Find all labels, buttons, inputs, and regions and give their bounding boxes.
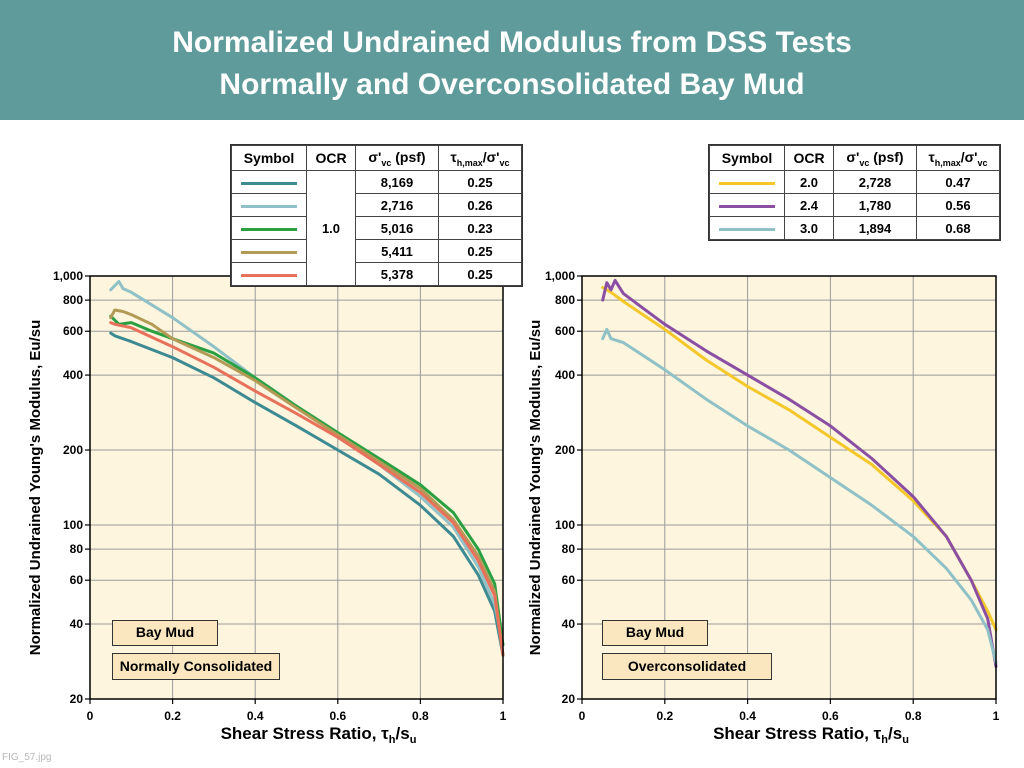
y-axis-label: Normalized Undrained Young's Modulus, Eu… — [27, 320, 44, 656]
x-tick-label: 0.2 — [164, 709, 181, 723]
legend-ocr: 3.0 — [784, 216, 834, 240]
legend-sigma: 8,169 — [355, 170, 439, 194]
legend-tau: 0.23 — [438, 216, 522, 240]
x-tick-label: 0 — [579, 709, 586, 723]
y-tick-label: 800 — [63, 293, 83, 307]
legend-header-sigma: σ'vc (psf) — [355, 145, 439, 171]
series-line-5 — [109, 321, 505, 657]
legend-sigma: 1,780 — [833, 193, 917, 217]
y-tick-label: 600 — [555, 324, 575, 338]
legend-swatch — [709, 216, 785, 240]
legend-header-tau: τh,max/σ'vc — [438, 145, 522, 171]
page-title-line2: Normally and Overconsolidated Bay Mud — [219, 68, 805, 101]
y-tick-label: 200 — [63, 443, 83, 457]
y-tick-label: 400 — [555, 368, 575, 382]
note-normally-consolidated: Normally Consolidated — [112, 653, 280, 680]
y-tick-label: 400 — [63, 368, 83, 382]
series-line-2 — [601, 278, 998, 669]
legend-swatch — [709, 170, 785, 194]
legend-tau: 0.56 — [916, 193, 1000, 217]
y-tick-label: 1,000 — [545, 269, 575, 283]
y-tick-label: 100 — [555, 518, 575, 532]
legend-sigma: 1,894 — [833, 216, 917, 240]
legend-tau: 0.25 — [438, 239, 522, 263]
y-axis-label: Normalized Undrained Young's Modulus, Eu… — [527, 320, 544, 656]
legend-swatch — [231, 239, 307, 263]
legend-swatch-yellow — [719, 181, 775, 185]
x-tick-label: 0.6 — [329, 709, 346, 723]
legend-table-overconsolidated: Symbol OCR σ'vc (psf) τh,max/σ'vc 2.0 2,… — [708, 144, 1001, 241]
legend-header-symbol: Symbol — [709, 145, 785, 171]
legend-swatch — [231, 193, 307, 217]
x-tick-label: 0.2 — [656, 709, 673, 723]
y-tick-label: 20 — [70, 692, 84, 706]
file-label: FIG_57.jpg — [2, 752, 52, 763]
legend-swatch-tan — [241, 250, 297, 254]
y-tick-label: 100 — [63, 518, 83, 532]
legend-ocr-shared: 1.0 — [306, 170, 356, 286]
legend-header-sigma: σ'vc (psf) — [833, 145, 917, 171]
legend-tau: 0.47 — [916, 170, 1000, 194]
legend-swatch — [231, 262, 307, 286]
legend-table-normally-consolidated: Symbol OCR σ'vc (psf) τh,max/σ'vc 1.0 8,… — [230, 144, 523, 287]
legend-header-ocr: OCR — [784, 145, 834, 171]
x-tick-label: 0 — [87, 709, 94, 723]
legend-swatch-light-blue — [719, 227, 775, 231]
legend-header-ocr: OCR — [306, 145, 356, 171]
legend-swatch-purple — [719, 204, 775, 208]
legend-sigma: 5,016 — [355, 216, 439, 240]
legend-tau: 0.25 — [438, 170, 522, 194]
y-tick-label: 40 — [70, 617, 84, 631]
legend-tau: 0.26 — [438, 193, 522, 217]
plot-frame — [581, 275, 997, 700]
legend-swatch-teal — [241, 181, 297, 185]
y-tick-label: 1,000 — [53, 269, 83, 283]
y-tick-label: 60 — [70, 573, 84, 587]
legend-ocr: 2.4 — [784, 193, 834, 217]
y-tick-label: 800 — [555, 293, 575, 307]
legend-swatch — [709, 193, 785, 217]
x-tick-label: 0.8 — [905, 709, 922, 723]
x-tick-label: 1 — [993, 709, 1000, 723]
y-tick-label: 600 — [63, 324, 83, 338]
x-tick-label: 0.4 — [247, 709, 264, 723]
legend-swatch-light-blue — [241, 204, 297, 208]
x-tick-label: 0.8 — [412, 709, 429, 723]
y-tick-label: 80 — [562, 542, 576, 556]
title-banner: Normalized Undrained Modulus from DSS Te… — [0, 0, 1024, 120]
legend-header-symbol: Symbol — [231, 145, 307, 171]
legend-tau: 0.25 — [438, 262, 522, 286]
legend-sigma: 5,378 — [355, 262, 439, 286]
x-axis-label: Shear Stress Ratio, τh/su — [221, 724, 417, 746]
series-line-4 — [109, 308, 505, 657]
x-tick-label: 1 — [500, 709, 507, 723]
y-tick-label: 80 — [70, 542, 84, 556]
y-tick-label: 40 — [562, 617, 576, 631]
legend-sigma: 2,716 — [355, 193, 439, 217]
series-line-1 — [109, 331, 505, 657]
legend-swatch — [231, 216, 307, 240]
legend-swatch-salmon — [241, 273, 297, 277]
note-bay-mud-right: Bay Mud — [602, 620, 708, 646]
legend-header-tau: τh,max/σ'vc — [916, 145, 1000, 171]
legend-ocr: 2.0 — [784, 170, 834, 194]
x-tick-label: 0.6 — [822, 709, 839, 723]
x-axis-label: Shear Stress Ratio, τh/su — [713, 724, 909, 746]
legend-sigma: 2,728 — [833, 170, 917, 194]
note-bay-mud-left: Bay Mud — [112, 620, 218, 646]
series-line-3 — [601, 327, 998, 665]
y-tick-label: 20 — [562, 692, 576, 706]
legend-sigma: 5,411 — [355, 239, 439, 263]
page-title-line1: Normalized Undrained Modulus from DSS Te… — [172, 26, 852, 59]
x-tick-label: 0.4 — [739, 709, 756, 723]
y-tick-label: 60 — [562, 573, 576, 587]
legend-swatch — [231, 170, 307, 194]
y-tick-label: 200 — [555, 443, 575, 457]
legend-swatch-green — [241, 227, 297, 231]
legend-tau: 0.68 — [916, 216, 1000, 240]
note-overconsolidated: Overconsolidated — [602, 653, 772, 680]
